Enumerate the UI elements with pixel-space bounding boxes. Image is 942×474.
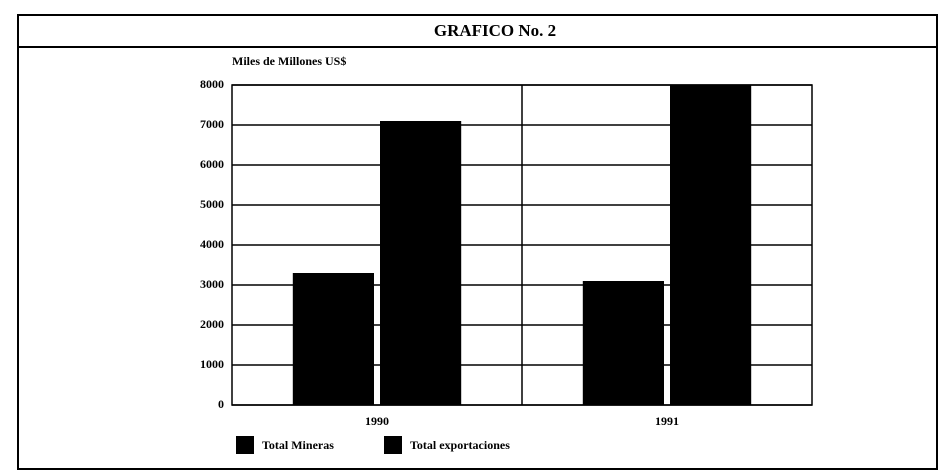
y-tick-label: 5000 <box>200 197 224 211</box>
bar <box>582 281 664 405</box>
bar <box>292 273 374 405</box>
y-tick-label: 0 <box>218 397 224 411</box>
bar <box>380 121 462 405</box>
x-tick-label: 1991 <box>655 414 679 428</box>
frame <box>17 14 938 470</box>
bar <box>670 85 752 405</box>
y-tick-label: 3000 <box>200 277 224 291</box>
legend-swatch <box>384 436 402 454</box>
y-axis-label: Miles de Millones US$ <box>232 54 346 68</box>
y-tick-label: 4000 <box>200 237 224 251</box>
legend-swatch <box>236 436 254 454</box>
x-tick-label: 1990 <box>365 414 389 428</box>
chart-title: GRAFICO No. 2 <box>434 21 556 40</box>
legend-label: Total exportaciones <box>410 438 510 452</box>
y-tick-label: 1000 <box>200 357 224 371</box>
y-tick-label: 8000 <box>200 77 224 91</box>
y-tick-label: 7000 <box>200 117 224 131</box>
y-tick-label: 6000 <box>200 157 224 171</box>
legend-label: Total Mineras <box>262 438 334 452</box>
y-tick-label: 2000 <box>200 317 224 331</box>
